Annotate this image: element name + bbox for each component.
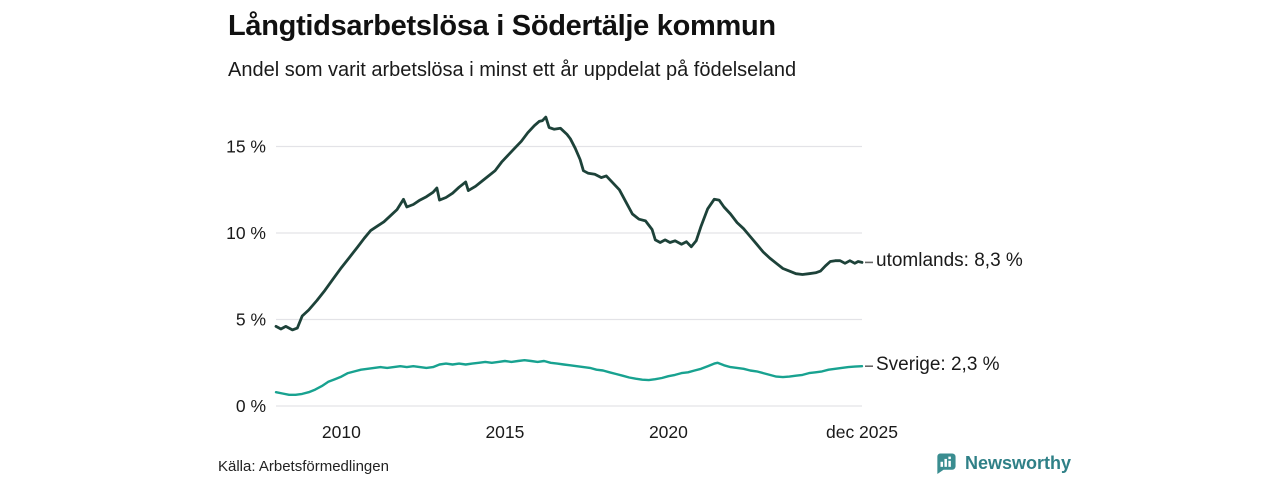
y-axis-tick-label: 0 %	[236, 396, 266, 416]
x-axis-tick-label: 2020	[649, 422, 688, 442]
brand-logo: Newsworthy	[934, 452, 1071, 475]
x-axis-tick-label: 2010	[322, 422, 361, 442]
y-axis-tick-label: 5 %	[236, 310, 266, 330]
brand-name: Newsworthy	[965, 453, 1072, 473]
series-line-utomlands	[274, 115, 864, 332]
source-attribution: Källa: Arbetsförmedlingen	[218, 458, 389, 475]
x-axis-tick-label: dec 2025	[826, 422, 898, 442]
x-axis-tick-label: 2015	[485, 422, 524, 442]
y-axis-tick-label: 10 %	[226, 223, 266, 243]
series-label-utomlands: utomlands: 8,3 %	[876, 250, 1023, 272]
series-label-sverige: Sverige: 2,3 %	[876, 354, 1000, 376]
y-axis-tick-label: 15 %	[226, 137, 266, 157]
newsworthy-icon	[937, 453, 956, 475]
chart-title: Långtidsarbetslösa i Södertälje kommun	[228, 10, 776, 42]
series-line-sverige	[274, 359, 864, 396]
chart-subtitle: Andel som varit arbetslösa i minst ett å…	[228, 59, 797, 81]
